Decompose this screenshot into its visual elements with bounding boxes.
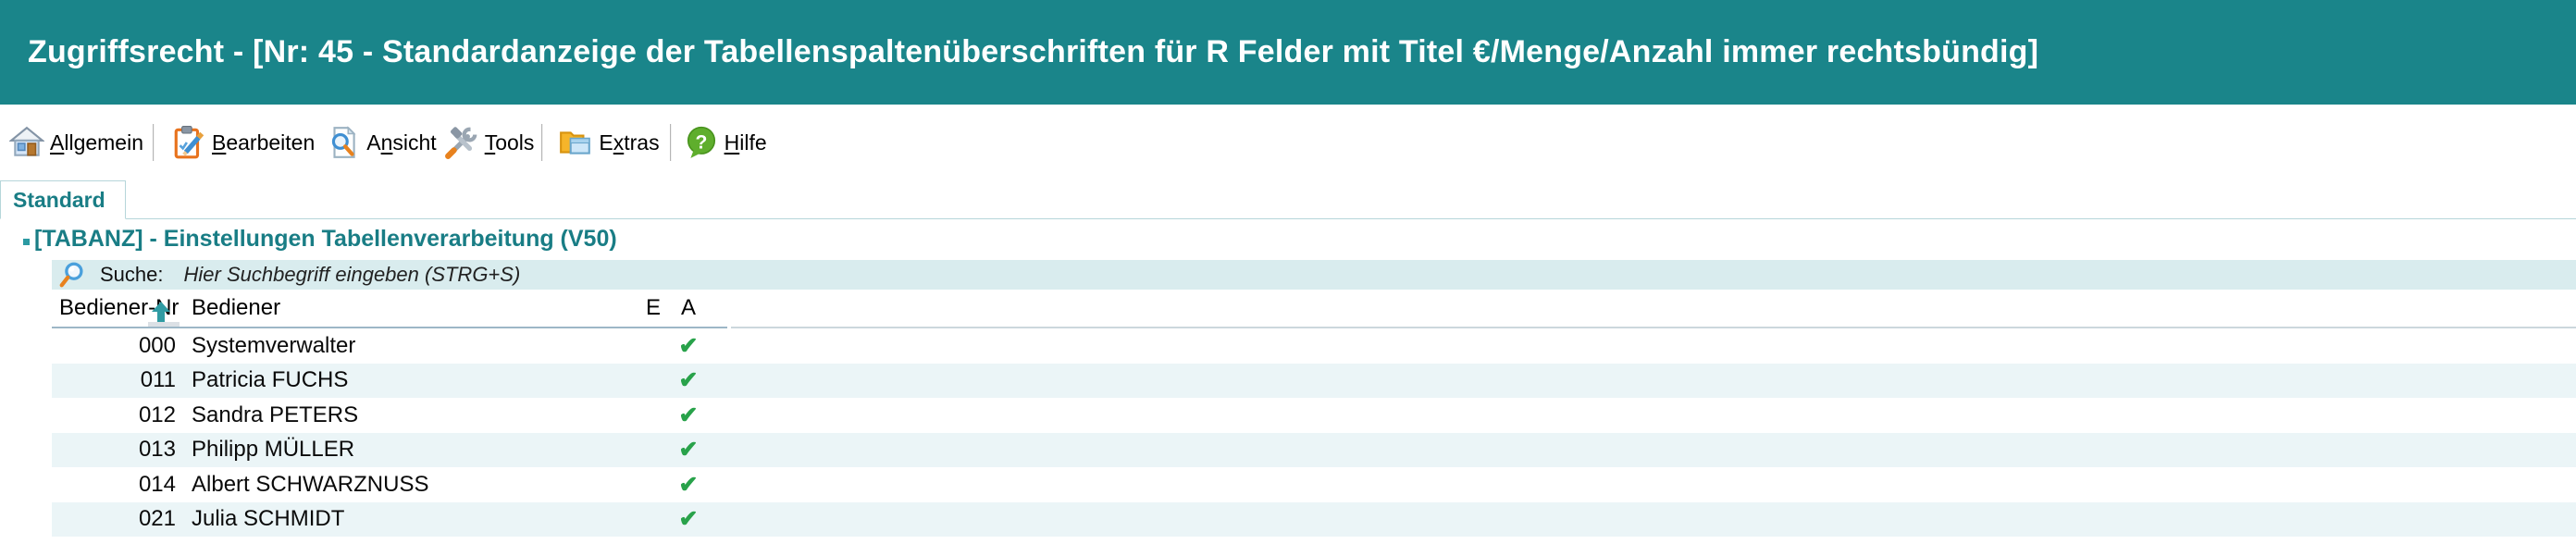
window-titlebar: Zugriffsrecht - [Nr: 45 - Standardanzeig… bbox=[0, 0, 2576, 105]
table-row[interactable]: 014 Albert SCHWARZNUSS ✔ bbox=[52, 467, 2576, 502]
folder-window-icon bbox=[560, 131, 591, 155]
section-bullet-icon bbox=[23, 239, 30, 245]
menu-item-tools[interactable]: Tools bbox=[444, 125, 535, 160]
header-underline-filler bbox=[731, 327, 2576, 328]
menubar: Allgemein Bearbeiten Ansicht bbox=[0, 105, 2576, 180]
search-label: Suche: bbox=[100, 263, 164, 286]
check-icon: ✔ bbox=[678, 437, 699, 464]
column-header-bediener[interactable]: Bediener bbox=[192, 295, 281, 320]
cell-bediener-nr: 011 bbox=[140, 367, 176, 393]
check-icon: ✔ bbox=[678, 471, 699, 498]
menu-label: Hilfe bbox=[724, 130, 767, 155]
search-bar: Suche: bbox=[52, 260, 2576, 290]
check-icon: ✔ bbox=[678, 332, 699, 359]
table-body: 000 Systemverwalter ✔ 011 Patricia FUCHS… bbox=[52, 328, 2576, 537]
cell-bediener: Sandra PETERS bbox=[192, 402, 359, 427]
menu-item-extras[interactable]: Extras bbox=[558, 125, 660, 160]
document-magnifier-icon bbox=[332, 126, 356, 158]
check-icon: ✔ bbox=[678, 367, 699, 394]
cell-bediener: Albert SCHWARZNUSS bbox=[192, 471, 429, 497]
column-header-e[interactable]: E bbox=[645, 295, 661, 320]
cell-bediener: Systemverwalter bbox=[192, 332, 356, 358]
tools-icon bbox=[444, 127, 478, 159]
clipboard-pencil-icon bbox=[174, 126, 204, 159]
column-header-a[interactable]: A bbox=[680, 295, 696, 320]
table-row[interactable]: 012 Sandra PETERS ✔ bbox=[52, 398, 2576, 433]
cell-bediener: Patricia FUCHS bbox=[192, 367, 349, 393]
table-row[interactable]: 000 Systemverwalter ✔ bbox=[52, 328, 2576, 364]
window-title: Zugriffsrecht - [Nr: 45 - Standardanzeig… bbox=[28, 34, 2039, 69]
menu-item-hilfe[interactable]: ? Hilfe bbox=[684, 125, 767, 160]
tab-standard[interactable]: Standard bbox=[0, 180, 126, 219]
search-icon bbox=[59, 262, 83, 288]
menu-separator bbox=[541, 124, 544, 161]
help-bubble-icon: ? bbox=[687, 126, 715, 158]
cell-bediener-nr: 013 bbox=[138, 437, 176, 463]
table-row[interactable]: 011 Patricia FUCHS ✔ bbox=[52, 363, 2576, 398]
check-icon: ✔ bbox=[678, 402, 699, 428]
menu-item-ansicht[interactable]: Ansicht bbox=[326, 125, 437, 160]
menu-label: Ansicht bbox=[366, 130, 437, 155]
cell-bediener-nr: 014 bbox=[138, 471, 176, 497]
tab-label: Standard bbox=[13, 187, 105, 212]
menu-item-allgemein[interactable]: Allgemein bbox=[9, 125, 143, 160]
menu-item-bearbeiten[interactable]: Bearbeiten bbox=[171, 125, 315, 160]
check-icon: ✔ bbox=[678, 506, 699, 533]
section-title: [TABANZ] - Einstellungen Tabellenverarbe… bbox=[34, 226, 617, 252]
cell-bediener: Julia SCHMIDT bbox=[192, 506, 345, 532]
menu-label: Bearbeiten bbox=[212, 130, 316, 155]
cell-bediener: Philipp MÜLLER bbox=[192, 437, 355, 463]
sort-column-marker bbox=[148, 322, 180, 327]
cell-bediener-nr: 012 bbox=[138, 402, 176, 427]
table-header: Bediener-Nr Bediener E A bbox=[52, 290, 2576, 328]
menu-separator bbox=[669, 124, 672, 161]
cell-bediener-nr: 000 bbox=[138, 332, 176, 358]
tab-bar: Standard bbox=[0, 180, 2576, 219]
search-input[interactable] bbox=[181, 262, 1019, 288]
table-row[interactable]: 021 Julia SCHMIDT ✔ bbox=[52, 501, 2576, 537]
cell-bediener-nr: 021 bbox=[138, 506, 176, 532]
table-row[interactable]: 013 Philipp MÜLLER ✔ bbox=[52, 432, 2576, 467]
menu-label: Allgemein bbox=[50, 130, 143, 155]
menu-separator bbox=[153, 124, 155, 161]
home-icon bbox=[9, 126, 44, 156]
svg-text:?: ? bbox=[695, 131, 707, 153]
menu-label: Tools bbox=[484, 130, 535, 155]
menu-label: Extras bbox=[599, 130, 660, 155]
sort-asc-icon bbox=[152, 302, 170, 322]
header-underline bbox=[52, 327, 727, 328]
